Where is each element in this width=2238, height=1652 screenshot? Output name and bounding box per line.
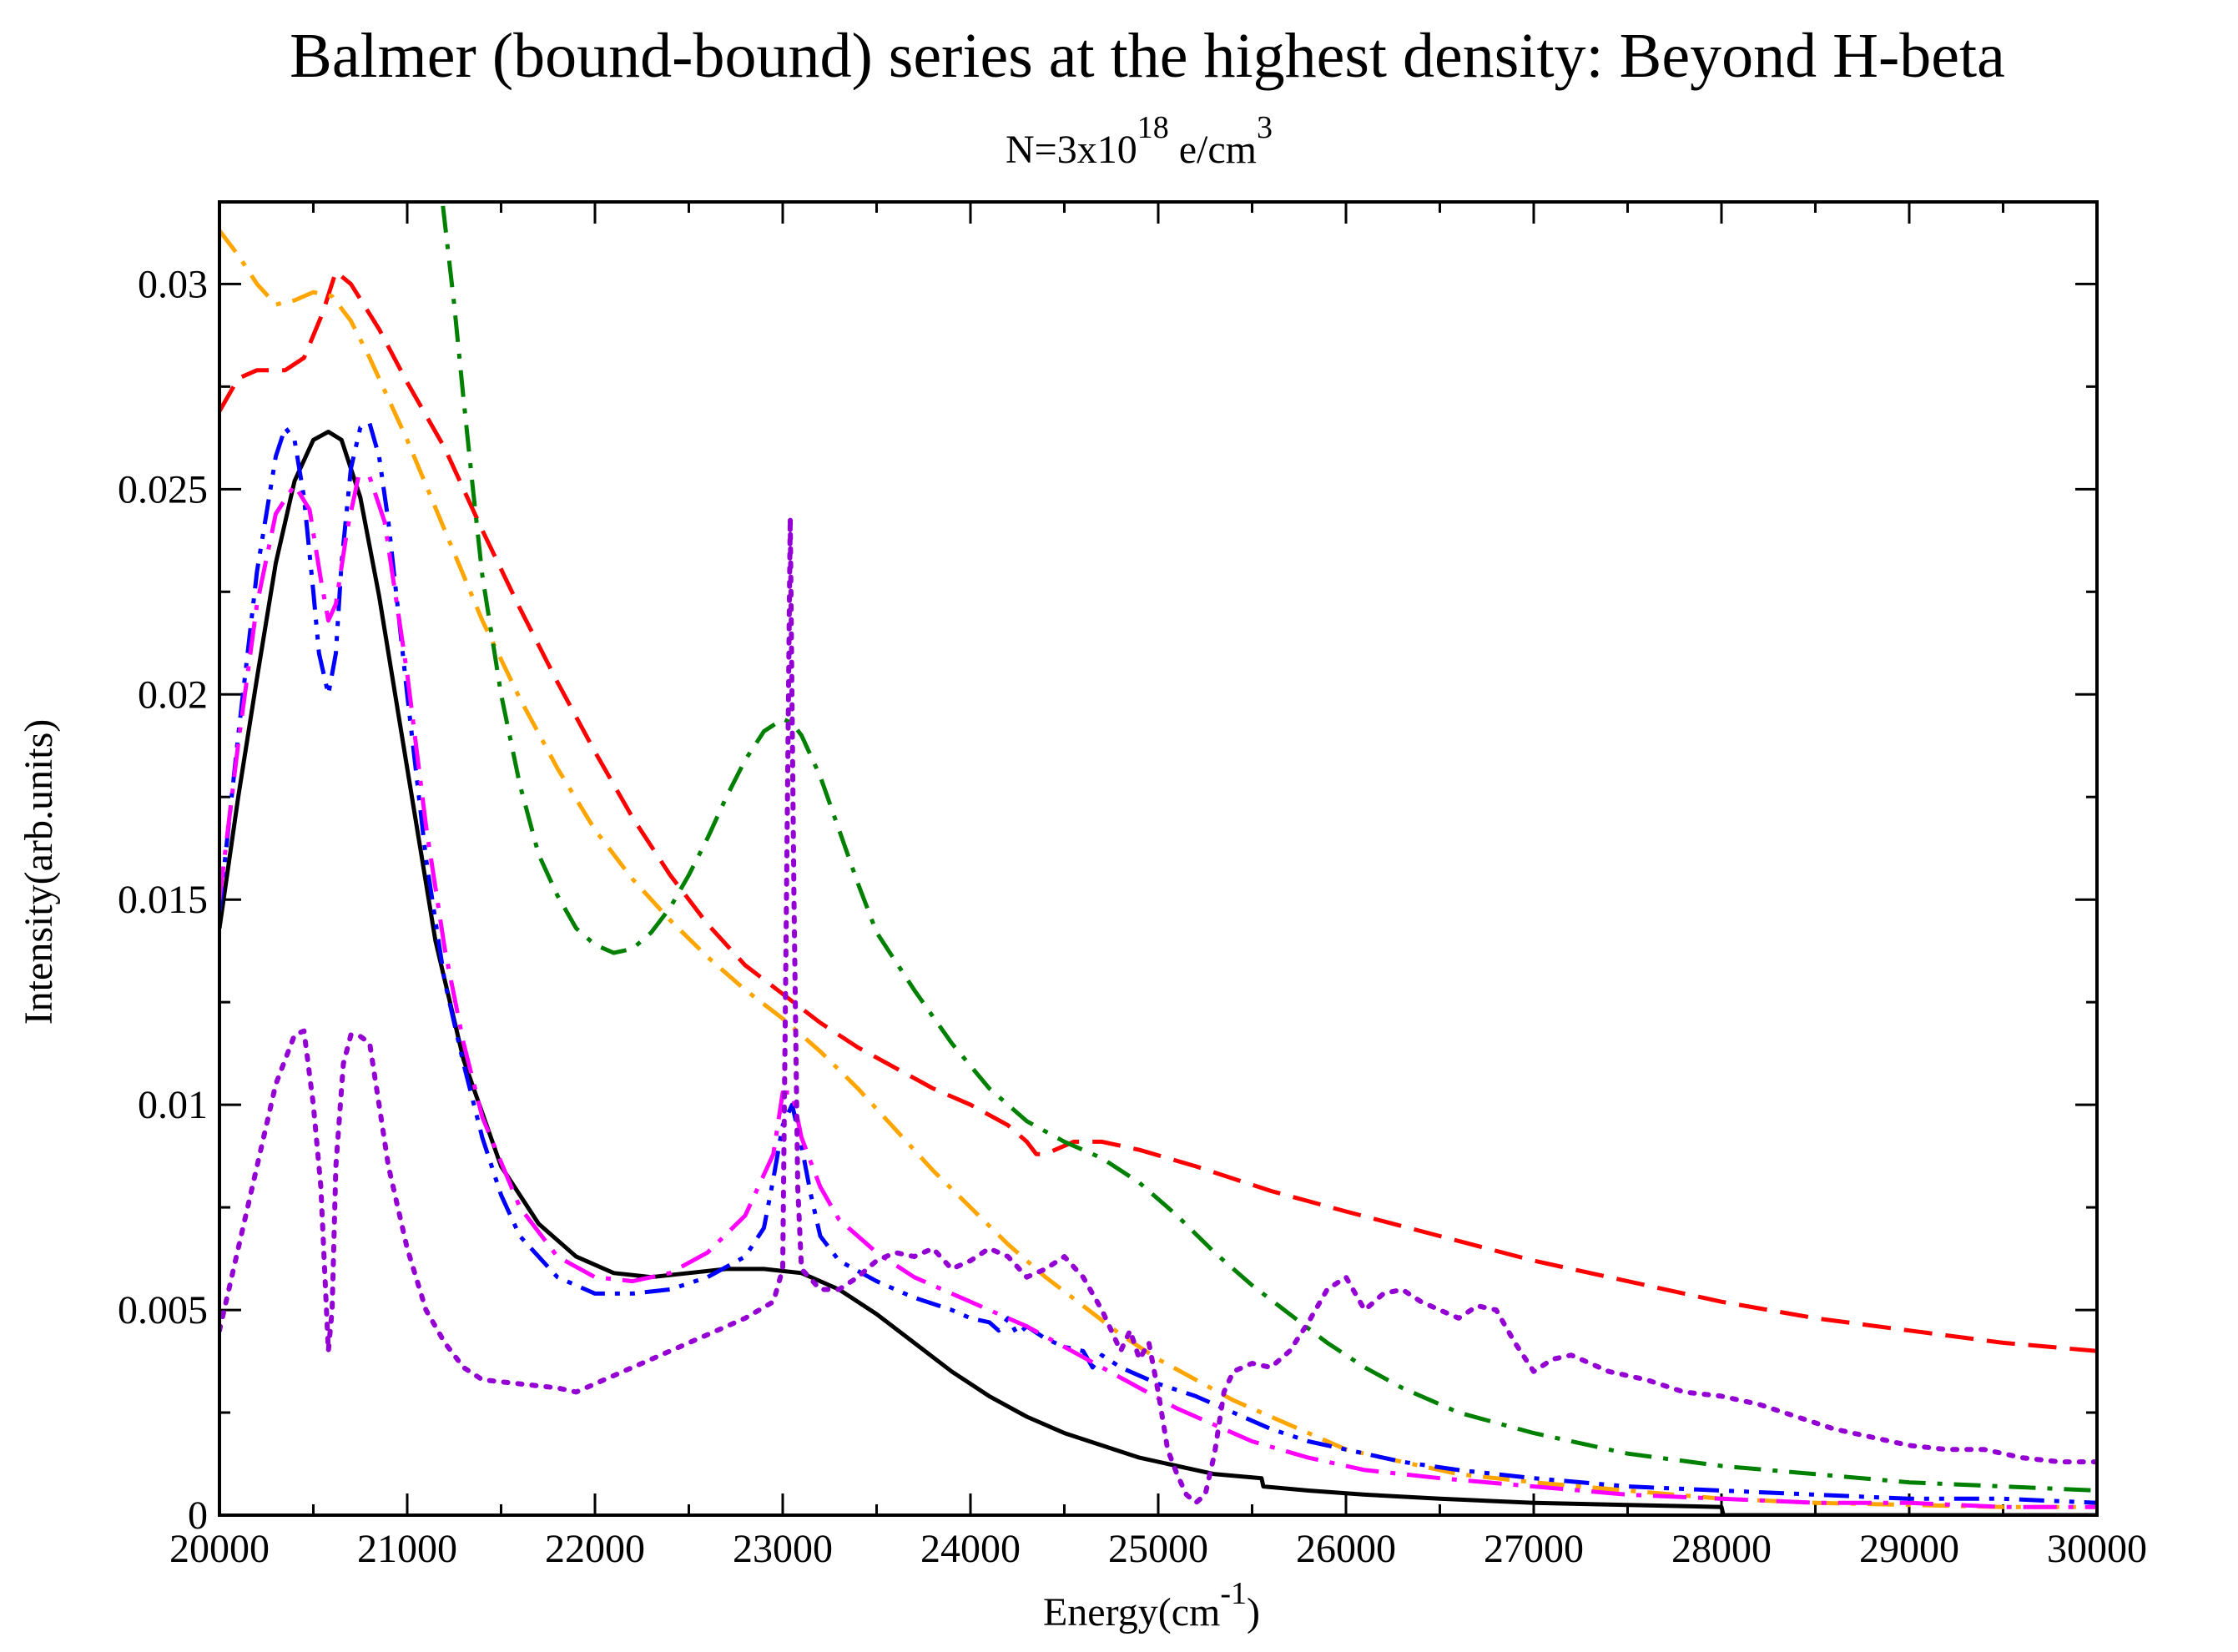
y-tick-label: 0.03 <box>138 262 208 306</box>
series-green-dashdot <box>441 205 2097 1493</box>
y-tick-label: 0.02 <box>138 672 208 717</box>
series-orange-dashdot <box>219 229 2097 1509</box>
x-axis-label: Energy(cm-1) <box>1043 1576 1260 1634</box>
subtitle-middle: e/cm <box>1169 128 1257 172</box>
subtitle-unit-exponent: 3 <box>1257 110 1273 145</box>
series-purple-dotted <box>219 515 2097 1506</box>
y-tick-label: 0.005 <box>118 1288 208 1332</box>
y-tick-label: 0.015 <box>118 878 208 922</box>
plot-frame <box>218 200 2099 1517</box>
series-magenta-dashdot <box>219 475 2097 1509</box>
x-tick-label: 26000 <box>1296 1527 1396 1571</box>
chart-title: Balmer (bound-bound) series at the highe… <box>290 21 2005 91</box>
x-tick-label: 28000 <box>1671 1527 1772 1571</box>
y-tick-label: 0.025 <box>118 467 208 511</box>
y-tick-label: 0 <box>188 1493 208 1538</box>
series-blue-dashdotdot <box>219 421 2097 1505</box>
x-tick-label: 24000 <box>920 1527 1021 1571</box>
chart-subtitle: N=3x1018 e/cm3 <box>1006 110 1273 172</box>
y-tick-labels: 0 0.005 0.01 0.015 0.02 0.025 0.03 <box>118 262 208 1538</box>
series-red-dashed <box>219 269 2097 1353</box>
x-axis-label-suffix: ) <box>1247 1590 1260 1634</box>
x-tick-labels: 20000 21000 22000 23000 24000 25000 26000 27000… <box>169 1527 2147 1571</box>
x-tick-label: 25000 <box>1108 1527 1208 1571</box>
x-axis-label-exponent: -1 <box>1220 1576 1247 1611</box>
plot-area <box>219 205 2097 1515</box>
x-tick-label: 30000 <box>2047 1527 2147 1571</box>
x-tick-label: 29000 <box>1859 1527 1959 1571</box>
subtitle-prefix: N=3x10 <box>1006 128 1137 172</box>
x-tick-label: 27000 <box>1484 1527 1584 1571</box>
subtitle-exponent: 18 <box>1137 110 1169 145</box>
x-tick-label: 23000 <box>733 1527 833 1571</box>
x-axis-label-text: Energy(cm <box>1043 1590 1220 1634</box>
y-axis-label: Intensity(arb.units) <box>17 719 61 1025</box>
y-tick-label: 0.01 <box>138 1083 208 1127</box>
x-tick-label: 22000 <box>545 1527 645 1571</box>
x-tick-label: 20000 <box>169 1527 270 1571</box>
x-tick-label: 21000 <box>357 1527 457 1571</box>
